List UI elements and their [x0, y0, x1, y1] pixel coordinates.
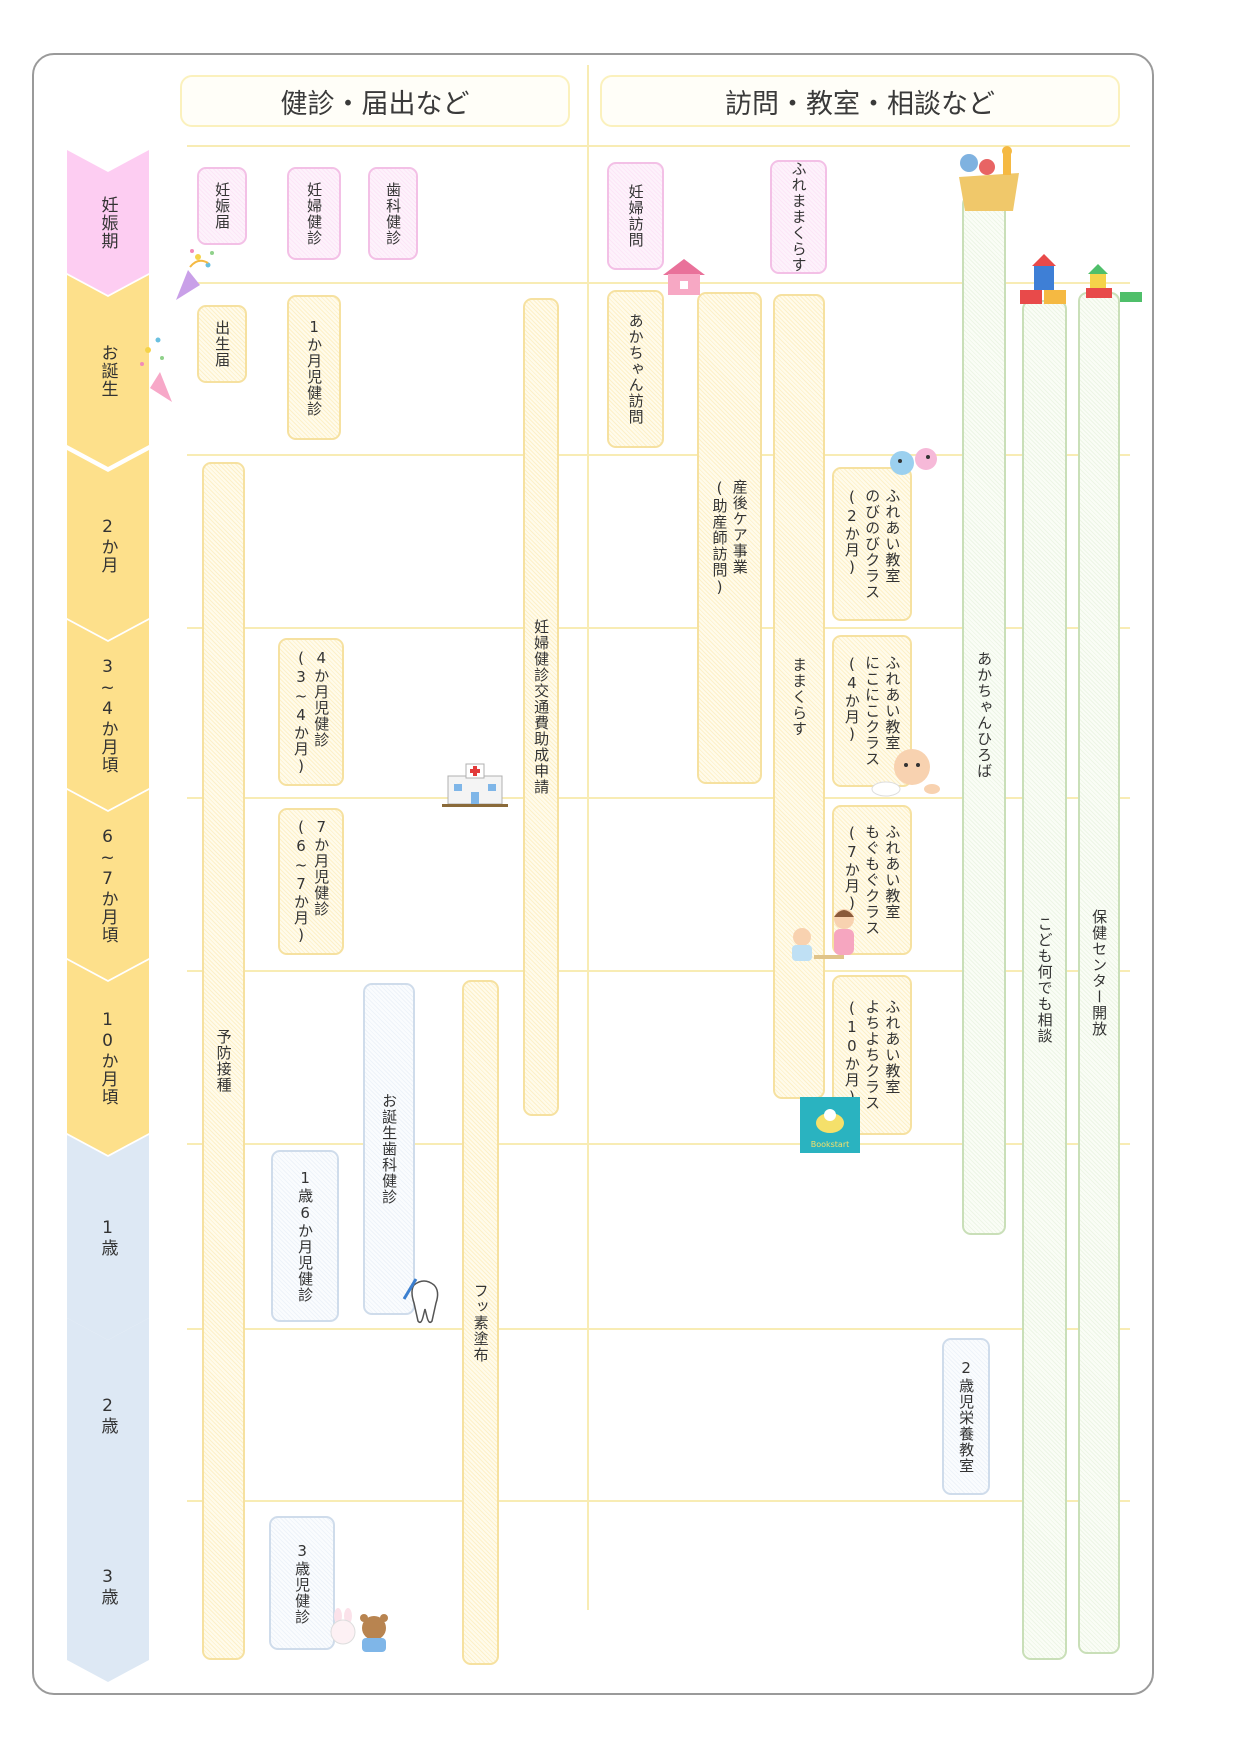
class-mogumogu-label: ふれあい教室 もぐもぐクラス (7か月) — [842, 824, 902, 936]
stage-label: 2歳 — [97, 1396, 118, 1435]
pregnancy-notice-label: 妊娠届 — [213, 182, 232, 230]
stage-label: お誕生 — [97, 344, 118, 398]
postnatal-care-label: 産後ケア事業 (助産師訪問) — [710, 479, 749, 597]
baby-hiroba-label: あかちゃんひろば — [975, 651, 994, 779]
vaccination-label: 予防接種 — [214, 1029, 233, 1093]
row-line — [187, 797, 1130, 799]
birth-notice-box: 出生届 — [197, 305, 247, 383]
rattle-icon — [890, 448, 937, 475]
bear-rabbit-icon — [330, 1608, 388, 1652]
postnatal-care-bar: 産後ケア事業 (助産師訪問) — [697, 292, 762, 784]
bookstart-logo-icon: Bookstart — [800, 1097, 860, 1153]
class-nikoniko-label: ふれあい教室 にこにこクラス (4か月) — [842, 655, 902, 767]
birthday-dental-label: お誕生歯科健診 — [380, 1093, 399, 1205]
eighteen-month-checkup-label: 1歳6か月児健診 — [296, 1169, 315, 1303]
row-line — [187, 1328, 1130, 1330]
baby-visit-box: あかちゃん訪問 — [607, 290, 664, 448]
transport-subsidy-label: 妊婦健診交通費助成申請 — [532, 619, 551, 795]
row-line — [187, 970, 1130, 972]
birthday-dental-box: お誕生歯科健診 — [363, 983, 415, 1315]
checkups-header: 健診・届出など — [180, 75, 570, 127]
stage-10-months: 10か月頃 — [67, 960, 149, 1155]
checkups-header-label: 健診・届出など — [280, 88, 470, 120]
visits-header-label: 訪問・教室・相談など — [725, 88, 995, 120]
party-popper-icon — [140, 337, 172, 402]
column-divider — [587, 65, 589, 1610]
stage-1-year: 1歳 — [67, 1135, 149, 1340]
four-month-checkup-box: 4か月児健診 (3~4か月) — [278, 638, 344, 786]
class-nobinobi-label: ふれあい教室 のびのびクラス (2か月) — [842, 488, 902, 600]
birth-notice-label: 出生届 — [213, 320, 232, 368]
visits-header: 訪問・教室・相談など — [600, 75, 1120, 127]
stage-label: 2か月 — [97, 516, 118, 574]
fluoride-bar: フッ素塗布 — [462, 980, 499, 1665]
maternity-visit-label: 妊婦訪問 — [626, 184, 645, 248]
three-year-checkup-box: 3歳児健診 — [269, 1516, 335, 1650]
class-yochiyochi-label: ふれあい教室 よちよちクラス (10か月) — [842, 999, 902, 1111]
stage-pregnancy: 妊娠期 — [67, 150, 149, 295]
stage-6-7-months: 6~7か月頃 — [67, 790, 149, 980]
maternity-checkup-label: 妊婦健診 — [305, 181, 324, 246]
row-line — [187, 282, 1130, 284]
one-month-checkup-box: 1か月児健診 — [287, 295, 341, 440]
tooth-icon — [402, 1278, 439, 1324]
three-year-checkup-label: 3歳児健診 — [293, 1541, 312, 1625]
seven-month-checkup-box: 7か月児健診 (6~7か月) — [278, 808, 344, 955]
mother-feeding-icon — [792, 909, 854, 961]
stage-label: 3~4か月頃 — [97, 656, 118, 774]
transport-subsidy-bar: 妊婦健診交通費助成申請 — [523, 298, 559, 1116]
header-divider — [187, 145, 1130, 147]
row-line — [187, 454, 1130, 456]
mamakurasu-bar: ままくらす — [773, 294, 825, 1099]
stage-2-years: 2歳 — [67, 1318, 149, 1513]
house-icon — [663, 259, 705, 295]
eighteen-month-checkup-box: 1歳6か月児健診 — [271, 1150, 339, 1322]
class-nikoniko-box: ふれあい教室 にこにこクラス (4か月) — [832, 635, 912, 787]
toy-box-icon — [959, 146, 1019, 211]
nutrition-class-box: 2歳児栄養教室 — [942, 1338, 990, 1495]
baby-hiroba-bar: あかちゃんひろば — [962, 195, 1006, 1235]
nutrition-class-label: 2歳児栄養教室 — [957, 1359, 976, 1474]
dental-checkup-box: 歯科健診 — [368, 167, 418, 260]
mamakurasu-label: ままくらす — [790, 656, 809, 737]
four-month-checkup-label: 4か月児健診 (3~4か月) — [292, 648, 331, 776]
class-yochiyochi-box: ふれあい教室 よちよちクラス (10か月) — [832, 975, 912, 1135]
hospital-icon — [442, 763, 508, 807]
row-line — [187, 627, 1130, 629]
pregnancy-notice-box: 妊娠届 — [197, 167, 247, 245]
health-center-open-label: 保健センター開放 — [1090, 909, 1109, 1037]
stage-3-4-months: 3~4か月頃 — [67, 620, 149, 810]
stage-label: 1歳 — [97, 1218, 118, 1257]
stage-label: 妊娠期 — [97, 195, 118, 250]
fureai-mamakurasu-box: ふれままくらす — [770, 160, 827, 274]
stage-birth: お誕生 — [67, 275, 149, 467]
one-month-checkup-label: 1か月児健診 — [305, 318, 324, 417]
consultation-bar: こども何でも相談 — [1022, 300, 1067, 1660]
class-nobinobi-box: ふれあい教室 のびのびクラス (2か月) — [832, 467, 912, 621]
baby-icon — [871, 749, 940, 797]
fluoride-label: フッ素塗布 — [471, 1282, 490, 1363]
stage-label: 3歳 — [97, 1566, 118, 1606]
bookstart-text: Bookstart — [811, 1140, 850, 1149]
stage-label: 10か月頃 — [97, 1009, 118, 1106]
stage-2-months: 2か月 — [67, 450, 149, 640]
seven-month-checkup-label: 7か月児健診 (6~7か月) — [292, 818, 331, 945]
blocks-icon — [1020, 254, 1142, 304]
health-center-open-bar: 保健センター開放 — [1078, 292, 1120, 1654]
vaccination-bar: 予防接種 — [202, 462, 245, 1660]
stage-3-years: 3歳 — [67, 1490, 149, 1682]
maternity-checkup-box: 妊婦健診 — [287, 167, 341, 260]
maternity-visit-box: 妊婦訪問 — [607, 162, 664, 270]
consultation-label: こども何でも相談 — [1035, 916, 1054, 1044]
fureai-mamakurasu-label: ふれままくらす — [789, 161, 808, 273]
row-line — [187, 1500, 1130, 1502]
row-line — [187, 1143, 1130, 1145]
party-popper-icon — [176, 249, 214, 300]
dental-checkup-label: 歯科健診 — [384, 181, 403, 246]
stage-label: 6~7か月頃 — [97, 826, 118, 944]
baby-visit-label: あかちゃん訪問 — [626, 313, 645, 425]
page-frame — [32, 53, 1154, 1695]
